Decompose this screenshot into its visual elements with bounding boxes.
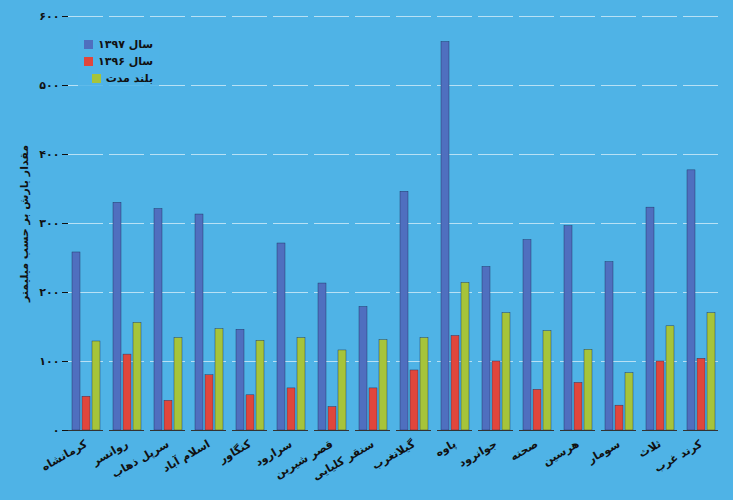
html-text:بلند مدت: بلند مدت xyxy=(105,72,154,85)
svg-text:۵۰۰: ۵۰۰ xyxy=(39,79,59,92)
html-text:سال ۱۳۹۶: سال ۱۳۹۶ xyxy=(98,55,154,68)
svg-text:سنقر کلیایی: سنقر کلیایی xyxy=(310,437,376,483)
svg-text:۲۰۰: ۲۰۰ xyxy=(39,286,59,299)
svg-text:سرپل ذهاب: سرپل ذهاب xyxy=(109,437,171,480)
svg-text:کنگاور: کنگاور xyxy=(216,437,254,466)
svg-text:روانسر: روانسر xyxy=(89,437,131,469)
svg-text:صحنه: صحنه xyxy=(508,437,540,463)
svg-text:سرارود: سرارود xyxy=(252,437,295,469)
svg-text:۴۰۰: ۴۰۰ xyxy=(39,148,59,161)
svg-text:گیلانغرب: گیلانغرب xyxy=(370,437,418,472)
svg-text:ثلاث: ثلاث xyxy=(636,437,663,460)
svg-text:۱۰۰: ۱۰۰ xyxy=(39,355,59,368)
svg-text:پاوه: پاوه xyxy=(433,437,458,459)
svg-text:۰: ۰ xyxy=(53,424,60,437)
svg-text:کرند غرب: کرند غرب xyxy=(652,437,705,475)
svg-text:کرمانشاه: کرمانشاه xyxy=(39,437,89,474)
svg-text:مقدار بارش بر حسب میلیمتر: مقدار بارش بر حسب میلیمتر xyxy=(18,145,31,303)
html-text:سال ۱۳۹۷: سال ۱۳۹۷ xyxy=(98,38,154,51)
svg-text:اسلام آباد: اسلام آباد xyxy=(160,436,212,474)
svg-text:۳۰۰: ۳۰۰ xyxy=(39,217,59,230)
svg-text:سومار: سومار xyxy=(585,437,623,466)
svg-text:قصر شیرین: قصر شیرین xyxy=(272,437,336,482)
svg-text:هرسین: هرسین xyxy=(540,437,581,468)
svg-text:جوانرود: جوانرود xyxy=(456,437,499,469)
svg-text:۶۰۰: ۶۰۰ xyxy=(39,10,59,23)
